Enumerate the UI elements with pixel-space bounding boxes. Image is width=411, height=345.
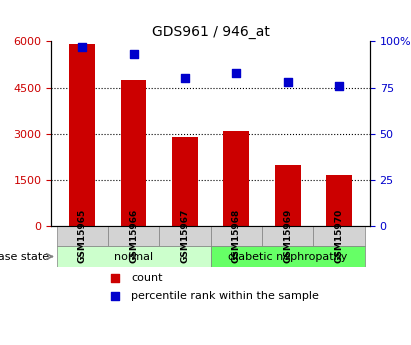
Text: percentile rank within the sample: percentile rank within the sample [131,291,319,301]
Bar [69,45,95,226]
Text: GSM15969: GSM15969 [283,209,292,264]
Point [182,76,188,81]
FancyBboxPatch shape [262,226,313,246]
Text: GSM15967: GSM15967 [180,209,189,264]
Bar [326,175,352,226]
FancyBboxPatch shape [108,226,159,246]
Text: GSM15968: GSM15968 [232,209,241,264]
Title: GDS961 / 946_at: GDS961 / 946_at [152,25,270,39]
Point [233,70,240,76]
Text: GSM15970: GSM15970 [335,209,344,264]
Bar [224,131,249,226]
FancyBboxPatch shape [57,246,211,267]
Text: GSM15965: GSM15965 [78,209,87,264]
Point [130,51,137,57]
Point [112,293,118,298]
FancyBboxPatch shape [159,226,211,246]
Bar [172,137,198,226]
FancyBboxPatch shape [211,246,365,267]
Point [336,83,342,89]
Text: count: count [131,273,162,283]
Point [79,44,85,50]
FancyBboxPatch shape [313,226,365,246]
Text: disease state: disease state [0,252,49,262]
Text: GSM15966: GSM15966 [129,209,138,264]
Bar [121,80,146,226]
FancyBboxPatch shape [57,226,108,246]
Point [112,275,118,281]
Point [284,79,291,85]
Text: normal: normal [114,252,153,262]
Bar [275,165,300,226]
Text: diabetic nephropathy: diabetic nephropathy [228,252,347,262]
FancyBboxPatch shape [211,226,262,246]
